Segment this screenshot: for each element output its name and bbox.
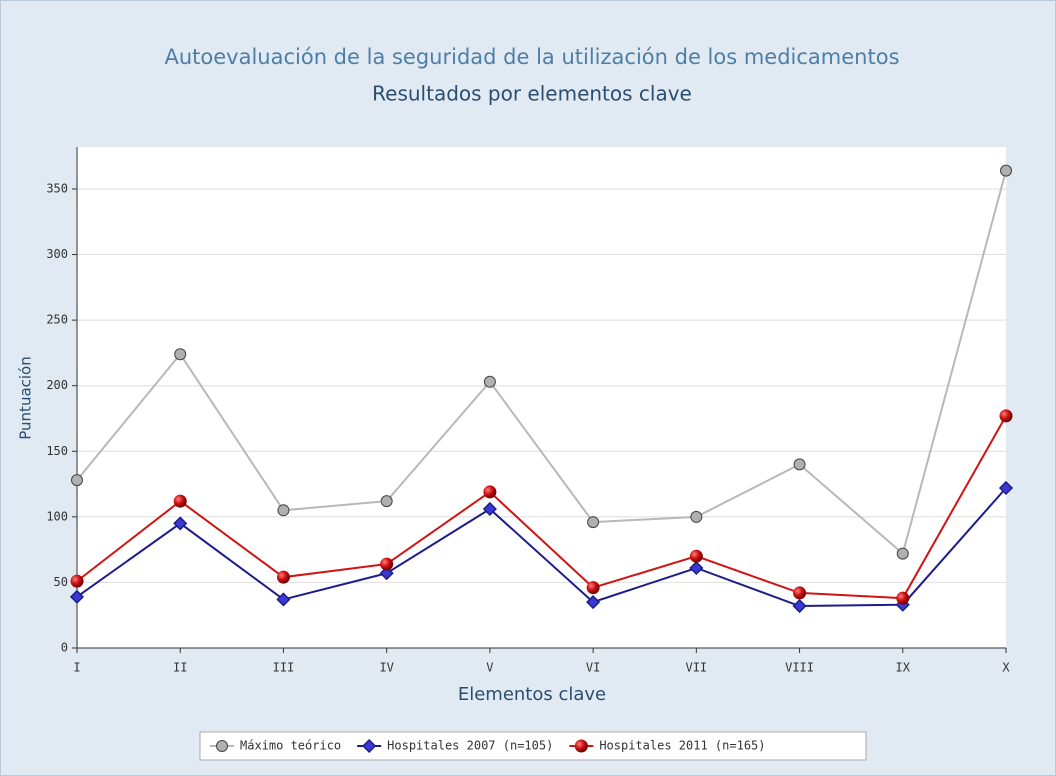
plot-area <box>77 147 1006 648</box>
data-point <box>276 592 291 607</box>
x-tick-label: I <box>73 661 80 675</box>
x-tick-label: X <box>1002 661 1010 675</box>
data-point <box>482 501 497 517</box>
x-tick-label: III <box>273 661 295 675</box>
data-point <box>998 480 1014 496</box>
data-point <box>483 485 497 499</box>
data-point <box>69 589 85 604</box>
x-tick-label: VII <box>685 661 707 675</box>
x-tick-label: II <box>173 661 187 675</box>
y-tick-label: 300 <box>46 247 68 261</box>
x-axis-title: Elementos clave <box>458 684 606 705</box>
data-point <box>690 510 703 523</box>
data-point <box>71 474 83 487</box>
data-point <box>999 409 1013 423</box>
data-point <box>173 494 187 508</box>
data-point <box>379 566 394 581</box>
data-point <box>793 458 806 471</box>
data-point <box>689 560 704 576</box>
legend-label: Hospitales 2007 (n=105) <box>387 739 553 753</box>
data-point <box>792 598 807 614</box>
data-point <box>380 557 394 571</box>
legend-marker <box>216 740 228 752</box>
y-tick-label: 250 <box>46 313 68 327</box>
data-point <box>896 591 910 605</box>
chart-subtitle: Resultados por elementos clave <box>372 82 692 106</box>
series-line <box>76 170 1007 556</box>
chart-title: Autoevaluación de la seguridad de la uti… <box>164 45 899 69</box>
data-point <box>896 547 909 560</box>
series-line <box>76 487 1007 608</box>
data-point <box>380 495 393 508</box>
data-point <box>689 549 703 563</box>
x-tick-label: IX <box>896 661 911 675</box>
x-tick-label: IV <box>379 661 393 675</box>
x-tick-label: VI <box>586 661 600 675</box>
x-tick-label: VIII <box>785 661 814 675</box>
data-point <box>173 516 188 531</box>
data-point <box>483 375 496 388</box>
data-point <box>276 570 290 584</box>
legend-marker <box>574 739 588 753</box>
legend-label: Hospitales 2011 (n=165) <box>599 739 765 753</box>
data-point <box>174 348 187 361</box>
y-tick-label: 100 <box>46 509 68 523</box>
data-point <box>1000 164 1012 177</box>
data-point <box>587 516 600 529</box>
data-point <box>70 574 84 588</box>
data-point <box>277 504 290 517</box>
legend-box <box>199 731 867 761</box>
y-tick-label: 200 <box>46 378 68 392</box>
legend-marker <box>362 738 377 754</box>
y-tick-label: 150 <box>46 444 68 458</box>
y-tick-label: 350 <box>46 181 68 195</box>
legend-label: Máximo teórico <box>240 739 341 753</box>
y-tick-label: 0 <box>61 641 68 655</box>
y-axis-title: Puntuación <box>17 356 35 439</box>
y-tick-label: 50 <box>54 575 68 589</box>
series-line <box>76 415 1007 600</box>
data-point <box>586 595 601 610</box>
x-tick-label: V <box>486 661 493 675</box>
data-point <box>793 586 807 600</box>
data-point <box>586 581 600 595</box>
